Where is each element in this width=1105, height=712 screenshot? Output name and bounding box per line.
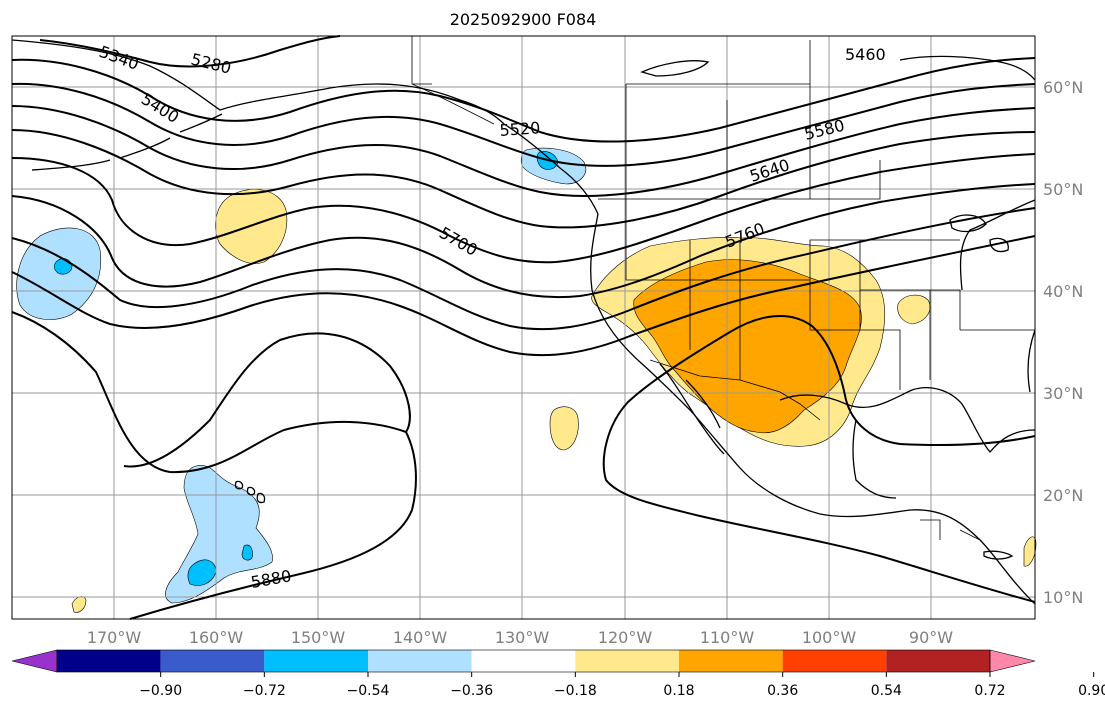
height-contours xyxy=(11,35,1036,620)
height-contour xyxy=(11,311,417,620)
colorbar-segment xyxy=(575,650,679,672)
lat-label: 30°N xyxy=(1043,384,1083,403)
colorbar-tick-label: 0.18 xyxy=(663,683,694,699)
lon-label: 120°W xyxy=(598,628,653,647)
negative-anomaly-area xyxy=(16,227,102,320)
negative-anomaly-core xyxy=(187,559,217,586)
height-contour xyxy=(123,332,411,468)
height-contour xyxy=(11,57,1036,143)
height-contour xyxy=(11,82,1036,167)
colorbar-segments xyxy=(11,649,1036,673)
lon-label: 110°W xyxy=(700,628,755,647)
height-contour xyxy=(11,207,1036,331)
colorbar-tick-label: 0.36 xyxy=(767,683,798,699)
positive-anomaly-area xyxy=(71,596,87,613)
lon-label: 100°W xyxy=(802,628,857,647)
aleutian-islands xyxy=(31,113,223,171)
height-contour xyxy=(11,153,1036,264)
colorbar-segment xyxy=(57,650,161,672)
colorbar-segment xyxy=(160,650,265,672)
longitude-labels: 170°W 160°W 150°W 140°W 130°W 120°W 110°… xyxy=(87,628,953,647)
coastlines xyxy=(11,39,1036,605)
colorbar-tick-label: −0.36 xyxy=(450,683,493,699)
great-lakes xyxy=(949,214,1009,253)
lat-label: 50°N xyxy=(1043,180,1083,199)
colorbar-tick-label: 0.72 xyxy=(974,683,1005,699)
colorbar-tick-label: 0.90 xyxy=(1078,683,1105,699)
hawaii-islands xyxy=(234,480,266,504)
cuba xyxy=(983,550,1014,560)
colorbar-tick-label: 0.54 xyxy=(871,683,902,699)
map-panel: 5340 5280 5400 5520 5460 5580 5640 5760 … xyxy=(11,35,1037,620)
colorbar-tick-label: −0.18 xyxy=(554,683,597,699)
contour-label: 5460 xyxy=(845,45,886,64)
height-contour xyxy=(11,105,1036,197)
lat-label: 40°N xyxy=(1043,282,1083,301)
lat-label: 60°N xyxy=(1043,78,1083,97)
height-contour xyxy=(39,35,341,68)
gulf-of-mexico-coast xyxy=(779,387,1036,499)
colorbar-segment xyxy=(782,650,887,672)
height-contour xyxy=(602,315,1036,603)
colorbar-segment xyxy=(886,650,990,672)
colorbar-ticks: −0.90 −0.72 −0.54 −0.36 −0.18 0.18 0.36 0.54 0.7… xyxy=(139,672,1105,699)
height-contour xyxy=(11,183,1036,299)
lat-label: 20°N xyxy=(1043,486,1083,505)
lon-label: 160°W xyxy=(189,628,244,647)
colorbar-tick-label: −0.54 xyxy=(347,683,390,699)
colorbar-extend-low xyxy=(11,649,58,673)
positive-anomaly-area xyxy=(549,406,579,451)
contour-label: 5520 xyxy=(499,118,541,140)
lon-label: 140°W xyxy=(393,628,448,647)
negative-anomaly-core xyxy=(241,544,253,561)
baja-california xyxy=(659,363,725,455)
colorbar-tick-label: −0.90 xyxy=(139,683,182,699)
east-coast xyxy=(959,199,1036,393)
colorbar-segment xyxy=(264,650,368,672)
colorbar: −0.90 −0.72 −0.54 −0.36 −0.18 0.18 0.36 0.54 0.7… xyxy=(11,649,1105,699)
lat-label: 10°N xyxy=(1043,588,1083,607)
positive-anomaly-area xyxy=(1023,536,1037,567)
colorbar-segment xyxy=(368,650,472,672)
colorbar-extend-high xyxy=(989,649,1036,673)
colorbar-segment xyxy=(679,650,783,672)
lon-label: 170°W xyxy=(87,628,142,647)
alaska-coast xyxy=(11,39,505,125)
negative-anomaly-core xyxy=(53,258,73,275)
lon-label: 90°W xyxy=(909,628,953,647)
colorbar-outline xyxy=(56,649,991,673)
height-contour xyxy=(11,129,1036,229)
lon-label: 130°W xyxy=(495,628,550,647)
us-mexico-border xyxy=(649,359,821,421)
height-contour xyxy=(11,235,1036,357)
map-title: 2025092900 F084 xyxy=(450,10,597,29)
lon-label: 150°W xyxy=(291,628,346,647)
central-america-borders xyxy=(920,519,981,541)
latitude-labels: 60°N 50°N 40°N 30°N 20°N 10°N xyxy=(1043,78,1083,607)
colorbar-segment xyxy=(471,650,576,672)
positive-anomaly-area xyxy=(897,294,931,325)
arctic-island xyxy=(640,60,710,77)
map-frame xyxy=(11,35,1036,620)
graticule xyxy=(12,36,1035,619)
colorbar-tick-label: −0.72 xyxy=(243,683,286,699)
